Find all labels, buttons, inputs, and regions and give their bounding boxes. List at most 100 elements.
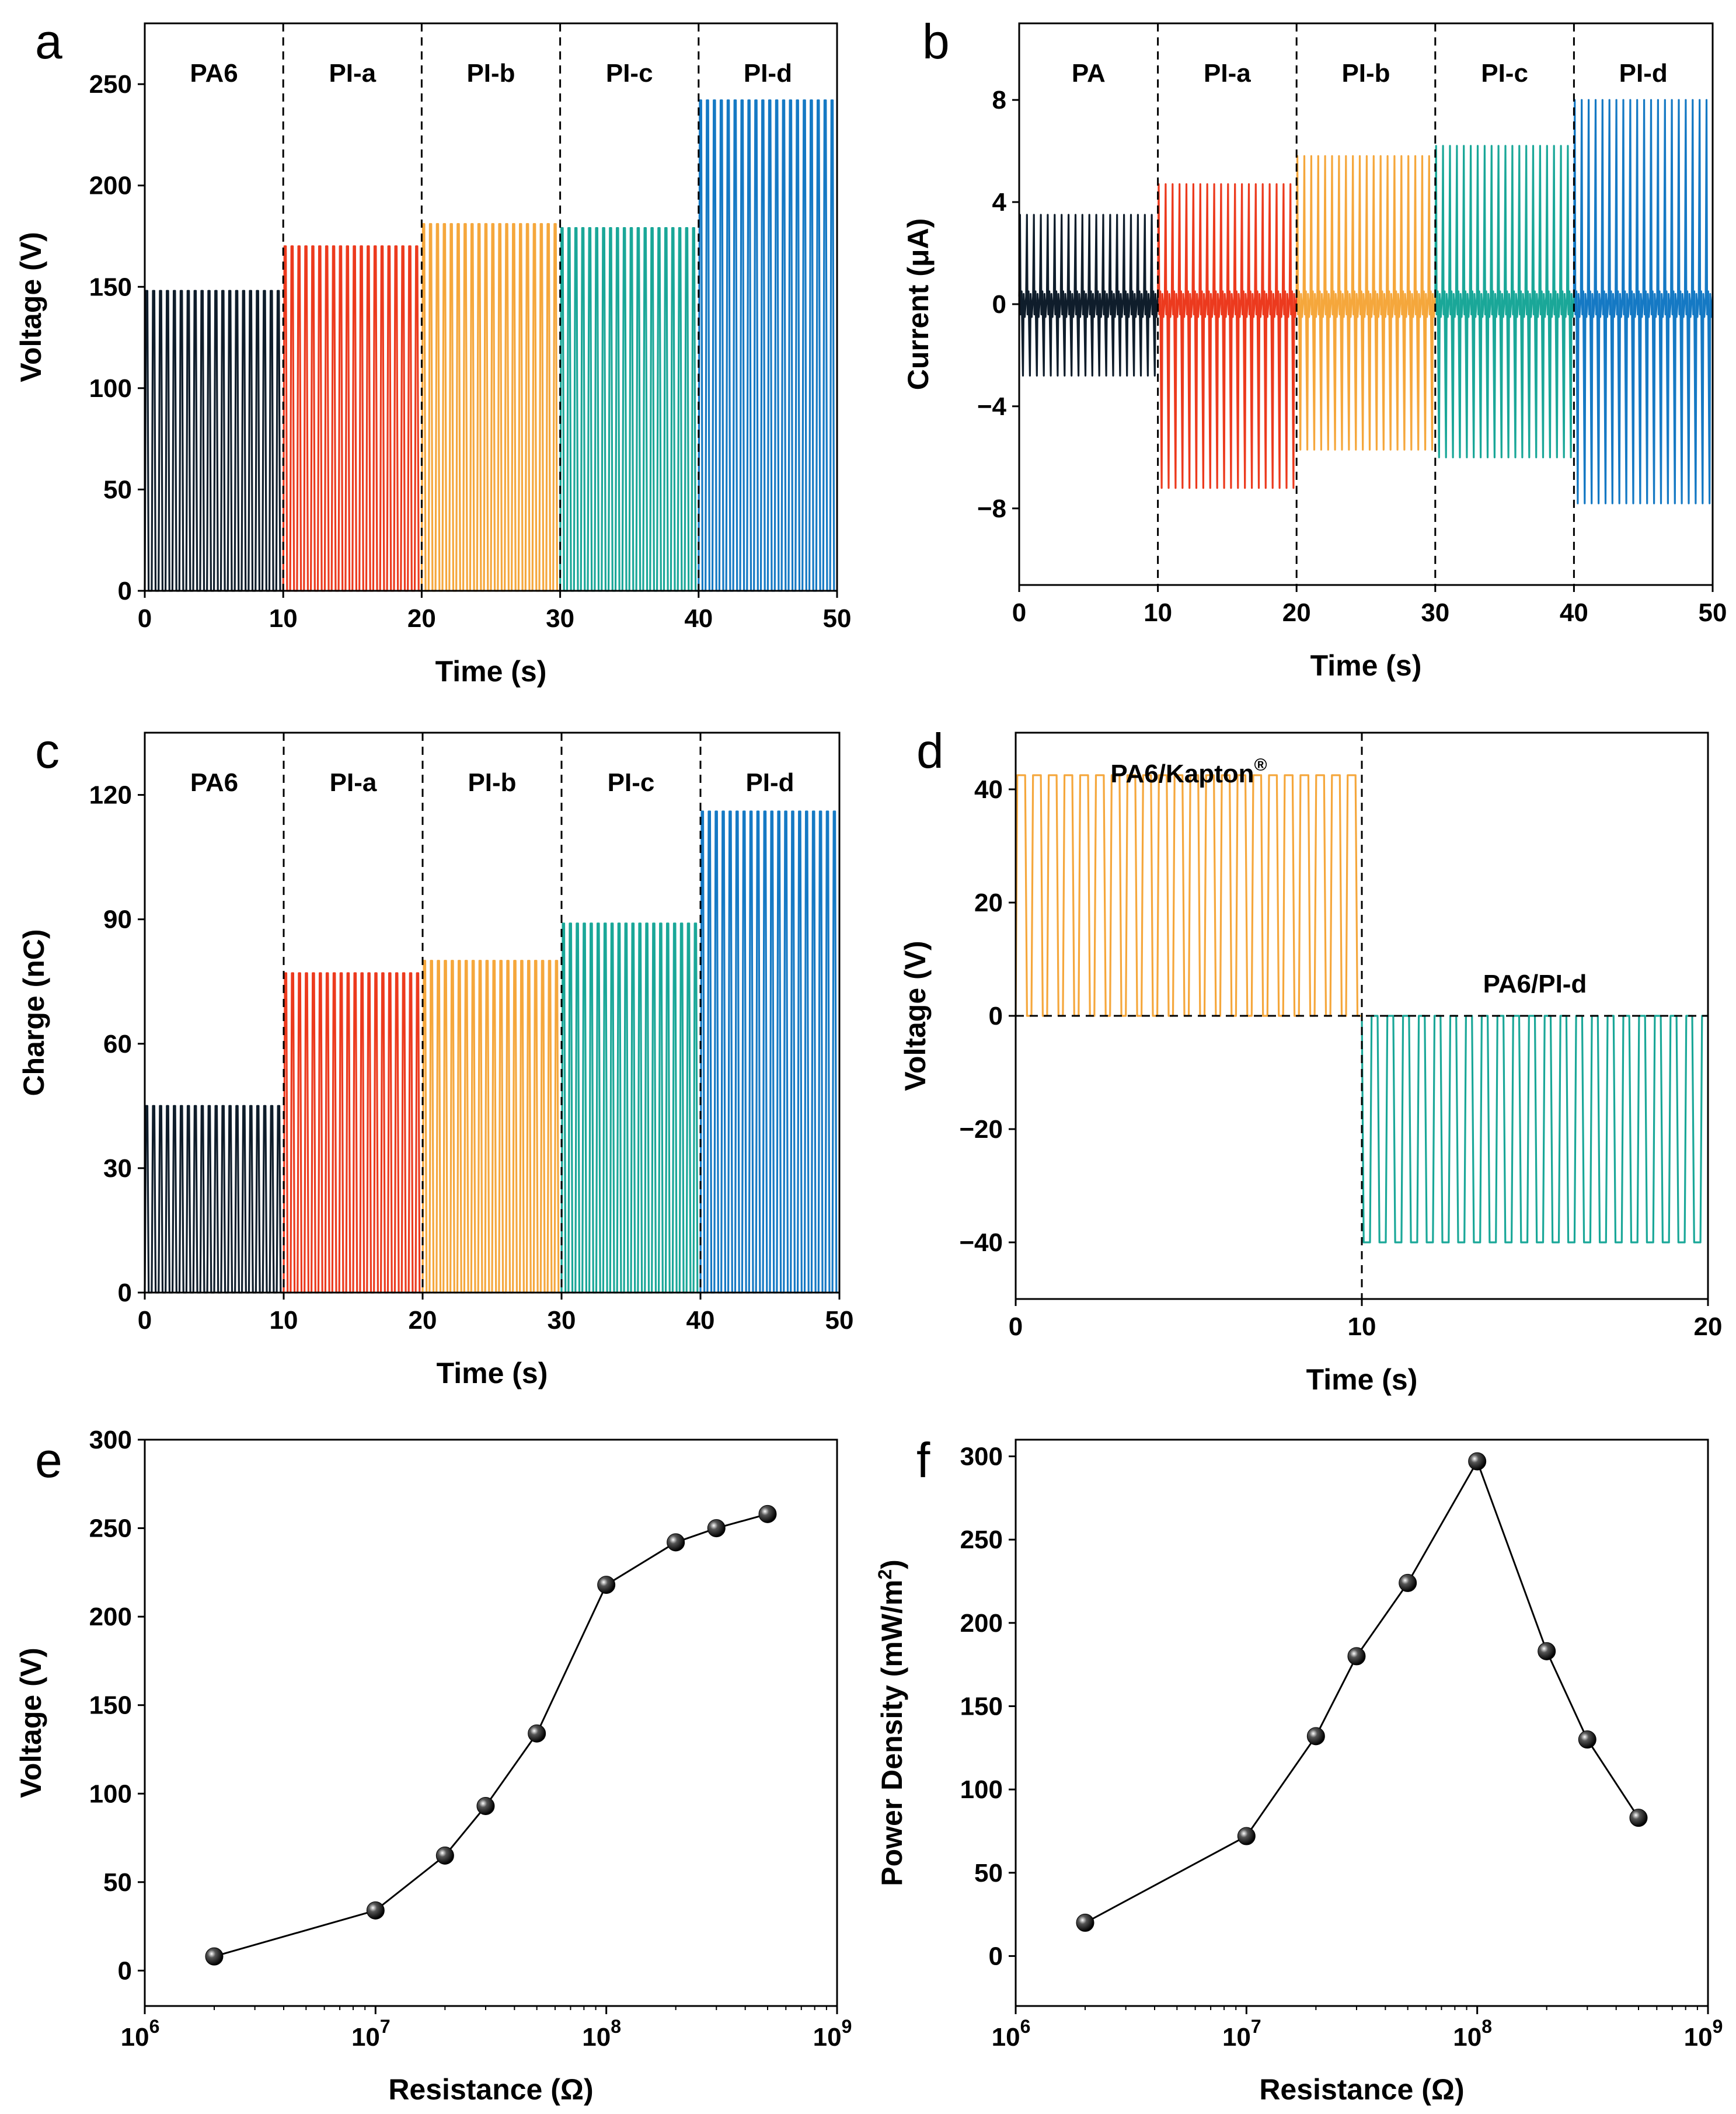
x-tick-label: 109 [1684, 2016, 1723, 2052]
y-tick-label: 200 [89, 1603, 132, 1631]
x-tick-label: 30 [1421, 598, 1449, 627]
y-tick-label: 150 [960, 1692, 1003, 1721]
series-line-pi-c [560, 922, 700, 1294]
data-point [667, 1533, 685, 1552]
series-line-pa6 [144, 290, 284, 592]
y-tick-label: 4 [992, 188, 1007, 217]
series-line-pi-b [421, 960, 562, 1294]
x-tick-label: 107 [1222, 2016, 1261, 2052]
y-tick-label: 50 [974, 1859, 1003, 1887]
series-line-pi-b [1295, 155, 1437, 451]
data-point [1399, 1573, 1417, 1592]
segment-label: PI-a [330, 768, 377, 797]
series-line-pi-d [1573, 99, 1714, 504]
y-tick-label: 0 [992, 290, 1006, 319]
y-tick-label: 200 [960, 1609, 1003, 1638]
y-tick-label: 100 [89, 374, 132, 403]
segment-label: PI-c [1481, 59, 1528, 88]
data-point [1306, 1727, 1325, 1746]
annotation-registered-mark: ® [1254, 755, 1267, 775]
plot-frame [1015, 1439, 1709, 2007]
x-tick-exponent: 6 [1020, 2016, 1031, 2037]
series-line-pa6-pi-d [1361, 1015, 1708, 1244]
series-line-pi-a [283, 972, 423, 1294]
segment-label: PI-b [1341, 59, 1390, 88]
x-tick-label: 50 [823, 604, 852, 633]
x-tick-exponent: 7 [380, 2016, 391, 2037]
y-tick-label: 150 [89, 273, 132, 301]
y-tick-label: 50 [103, 475, 132, 504]
series-line-pi-d [699, 810, 839, 1294]
x-tick-label: 50 [825, 1306, 854, 1335]
series-line-pi-b [420, 223, 560, 592]
x-tick-exponent: 9 [1713, 2016, 1723, 2037]
x-axis-label: Time (s) [1306, 1363, 1418, 1396]
y-tick-label: 250 [960, 1526, 1003, 1554]
plot-frame [144, 1439, 838, 2007]
y-tick-label: 0 [118, 577, 132, 605]
y-label-end: ) [876, 1559, 908, 1569]
x-tick-label: 0 [1012, 598, 1026, 627]
data-point [597, 1576, 616, 1594]
y-tick-label: 0 [989, 1942, 1003, 1970]
x-tick-label: 40 [686, 1306, 715, 1335]
data-point [758, 1504, 777, 1523]
y-tick-label: 100 [960, 1775, 1003, 1804]
series-line-pi-c [1434, 145, 1575, 459]
x-tick-exponent: 7 [1251, 2016, 1261, 2037]
x-tick-label: 20 [407, 604, 436, 633]
series-line-pa6 [144, 1105, 284, 1294]
x-tick-label: 40 [684, 604, 713, 633]
y-tick-label: 0 [118, 1956, 132, 1985]
segment-label: PA6 [190, 59, 238, 88]
segment-label: PA [1072, 59, 1106, 88]
data-point [366, 1901, 385, 1920]
panel-f-power-density-resistance: f 0 50 100 150 200 250 300 Power Density (mW/m2)… [874, 1433, 1723, 2106]
data-point [435, 1846, 454, 1865]
data-point [1538, 1642, 1556, 1660]
x-tick-exponent: 8 [611, 2016, 621, 2037]
segment-label: PA6 [190, 768, 238, 797]
x-tick-label: 30 [548, 1306, 576, 1335]
segment-label: PI-a [1204, 59, 1251, 88]
data-line [1085, 1459, 1640, 1924]
x-tick-label: 10 [270, 1306, 298, 1335]
y-tick-label: −40 [959, 1228, 1003, 1257]
segment-label: PI-b [468, 768, 516, 797]
y-tick-label: 50 [103, 1868, 132, 1897]
x-tick-label: 109 [813, 2016, 852, 2052]
panel-a-voltage-time: PA6 PI-a PI-b PI-c PI-da050100150200250Volta… [15, 14, 851, 688]
x-tick-exponent: 6 [149, 2016, 160, 2037]
segment-label: PI-c [606, 59, 653, 88]
x-tick-label: 0 [138, 1306, 152, 1335]
y-label-superscript: 2 [874, 1569, 895, 1580]
y-tick-label: −4 [977, 392, 1007, 421]
x-tick-label: 108 [582, 2016, 621, 2052]
y-tick-label: 300 [960, 1443, 1003, 1471]
plot-frame [144, 732, 841, 1294]
panel-c-charge-time: PA6 PI-a PI-b PI-c PI-d c 0 30 60 90 120 Charge (nC… [18, 723, 853, 1389]
x-tick-exponent: 9 [842, 2016, 852, 2037]
panel-letter: b [922, 14, 950, 69]
data-point [476, 1796, 495, 1815]
segment-label: PI-a [329, 59, 376, 88]
x-tick-label: 50 [1699, 598, 1727, 627]
data-point [1468, 1452, 1487, 1471]
x-tick-label: 30 [546, 604, 574, 633]
x-tick-label: 20 [1282, 598, 1311, 627]
x-tick-label: 106 [992, 2016, 1031, 2052]
y-tick-label: 90 [103, 905, 132, 934]
y-tick-label: 0 [118, 1279, 132, 1307]
panel-e-voltage-resistance: e 0 50 100 150 200 250 300 Voltage (V) 106 107 108 1… [15, 1426, 852, 2106]
annotation-pi-d: PA6/PI-d [1483, 970, 1587, 998]
segment-label: PI-d [1619, 59, 1668, 88]
y-tick-label: 40 [974, 775, 1003, 804]
y-tick-label: 250 [89, 1514, 132, 1543]
segment-label: PI-c [608, 768, 655, 797]
series-line-pa6 [1018, 214, 1159, 377]
x-axis-label: Time (s) [1310, 649, 1422, 682]
y-tick-label: −20 [959, 1115, 1003, 1144]
x-tick-label: 0 [1009, 1312, 1023, 1341]
x-tick-label: 40 [1560, 598, 1588, 627]
